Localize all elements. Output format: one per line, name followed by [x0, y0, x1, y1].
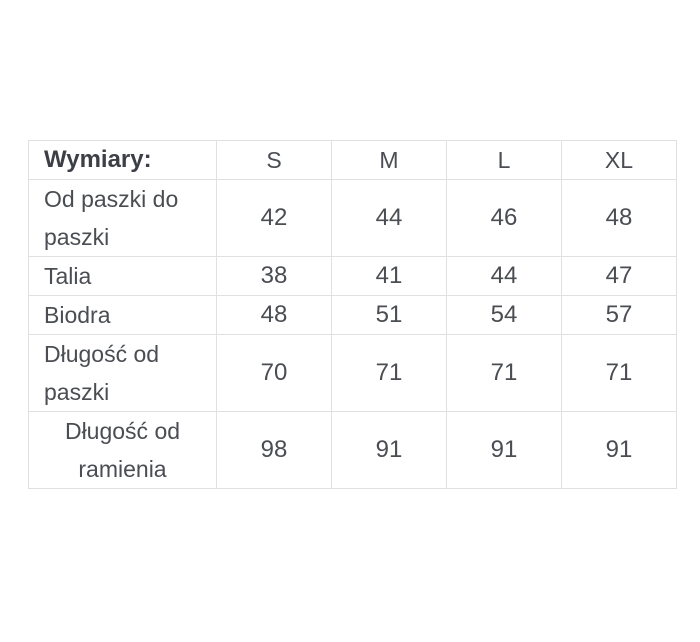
size-value: 91: [331, 411, 447, 489]
size-table-body: Od paszki do paszki 42 44 46 48 Talia 38 41 44 47…: [28, 179, 677, 489]
table-row: Talia 38 41 44 47: [28, 256, 677, 296]
row-label: Długość od paszki: [28, 334, 217, 412]
size-table-title: Wymiary:: [28, 140, 217, 180]
size-value: 54: [446, 295, 562, 335]
size-value: 71: [331, 334, 447, 412]
size-table-head: Wymiary: S M L XL: [28, 140, 677, 180]
size-value: 44: [446, 256, 562, 296]
size-value: 57: [561, 295, 677, 335]
size-value: 44: [331, 179, 447, 257]
size-value: 48: [216, 295, 332, 335]
size-value: 46: [446, 179, 562, 257]
table-row: Od paszki do paszki 42 44 46 48: [28, 179, 677, 257]
table-row: Długość od ramienia 98 91 91 91: [28, 411, 677, 489]
page-canvas: Wymiary: S M L XL Od paszki do paszki 42 44 46…: [28, 140, 677, 489]
size-value: 71: [561, 334, 677, 412]
size-value: 41: [331, 256, 447, 296]
table-row: Biodra 48 51 54 57: [28, 295, 677, 335]
table-row: Długość od paszki 70 71 71 71: [28, 334, 677, 412]
size-table-header-row: Wymiary: S M L XL: [28, 140, 677, 180]
size-value: 42: [216, 179, 332, 257]
size-value: 48: [561, 179, 677, 257]
row-label: Talia: [28, 256, 217, 296]
row-label: Od paszki do paszki: [28, 179, 217, 257]
column-header-m: M: [331, 140, 447, 180]
size-value: 91: [561, 411, 677, 489]
size-value: 70: [216, 334, 332, 412]
row-label: Długość od ramienia: [28, 411, 217, 489]
size-chart-table: Wymiary: S M L XL Od paszki do paszki 42 44 46…: [28, 140, 677, 489]
size-value: 38: [216, 256, 332, 296]
column-header-xl: XL: [561, 140, 677, 180]
size-value: 71: [446, 334, 562, 412]
size-value: 51: [331, 295, 447, 335]
row-label: Biodra: [28, 295, 217, 335]
size-value: 47: [561, 256, 677, 296]
column-header-l: L: [446, 140, 562, 180]
size-value: 91: [446, 411, 562, 489]
size-value: 98: [216, 411, 332, 489]
column-header-s: S: [216, 140, 332, 180]
